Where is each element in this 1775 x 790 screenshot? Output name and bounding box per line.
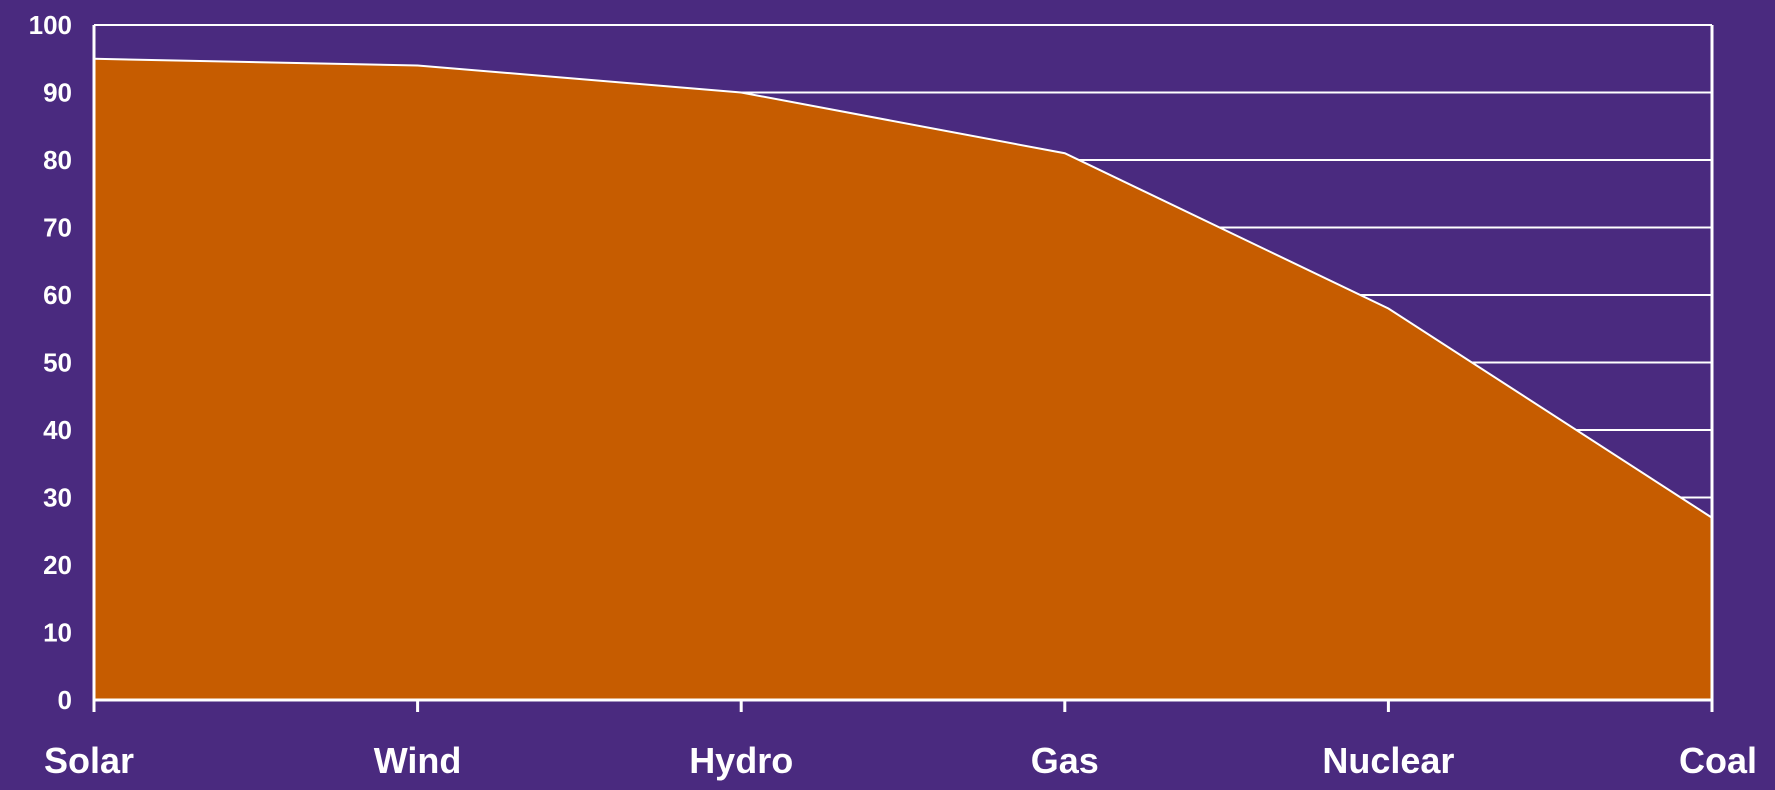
x-tick-label-coal: Coal [1679, 740, 1757, 781]
y-tick-label-0: 0 [58, 685, 72, 715]
y-tick-label-40: 40 [43, 415, 72, 445]
x-tick-label-solar: Solar [44, 740, 134, 781]
x-tick-label-nuclear: Nuclear [1322, 740, 1454, 781]
y-tick-label-60: 60 [43, 280, 72, 310]
x-axis-ticks: Solar Wind Hydro Gas Nuclear Coal [44, 700, 1757, 781]
y-tick-label-100: 100 [29, 10, 72, 40]
area-outline [93, 57, 1713, 519]
x-tick-label-wind: Wind [374, 740, 462, 781]
y-tick-label-70: 70 [43, 213, 72, 243]
x-tick-label-gas: Gas [1031, 740, 1099, 781]
y-tick-label-10: 10 [43, 618, 72, 648]
y-axis-ticks: 0 10 20 30 40 50 60 70 80 90 100 [29, 10, 72, 715]
y-tick-label-50: 50 [43, 348, 72, 378]
y-tick-label-30: 30 [43, 483, 72, 513]
area-series [93, 57, 1713, 700]
area-fill [94, 58, 1712, 700]
axes [92, 24, 1714, 702]
y-tick-label-90: 90 [43, 78, 72, 108]
y-tick-label-80: 80 [43, 145, 72, 175]
y-tick-label-20: 20 [43, 550, 72, 580]
x-tick-label-hydro: Hydro [689, 740, 793, 781]
